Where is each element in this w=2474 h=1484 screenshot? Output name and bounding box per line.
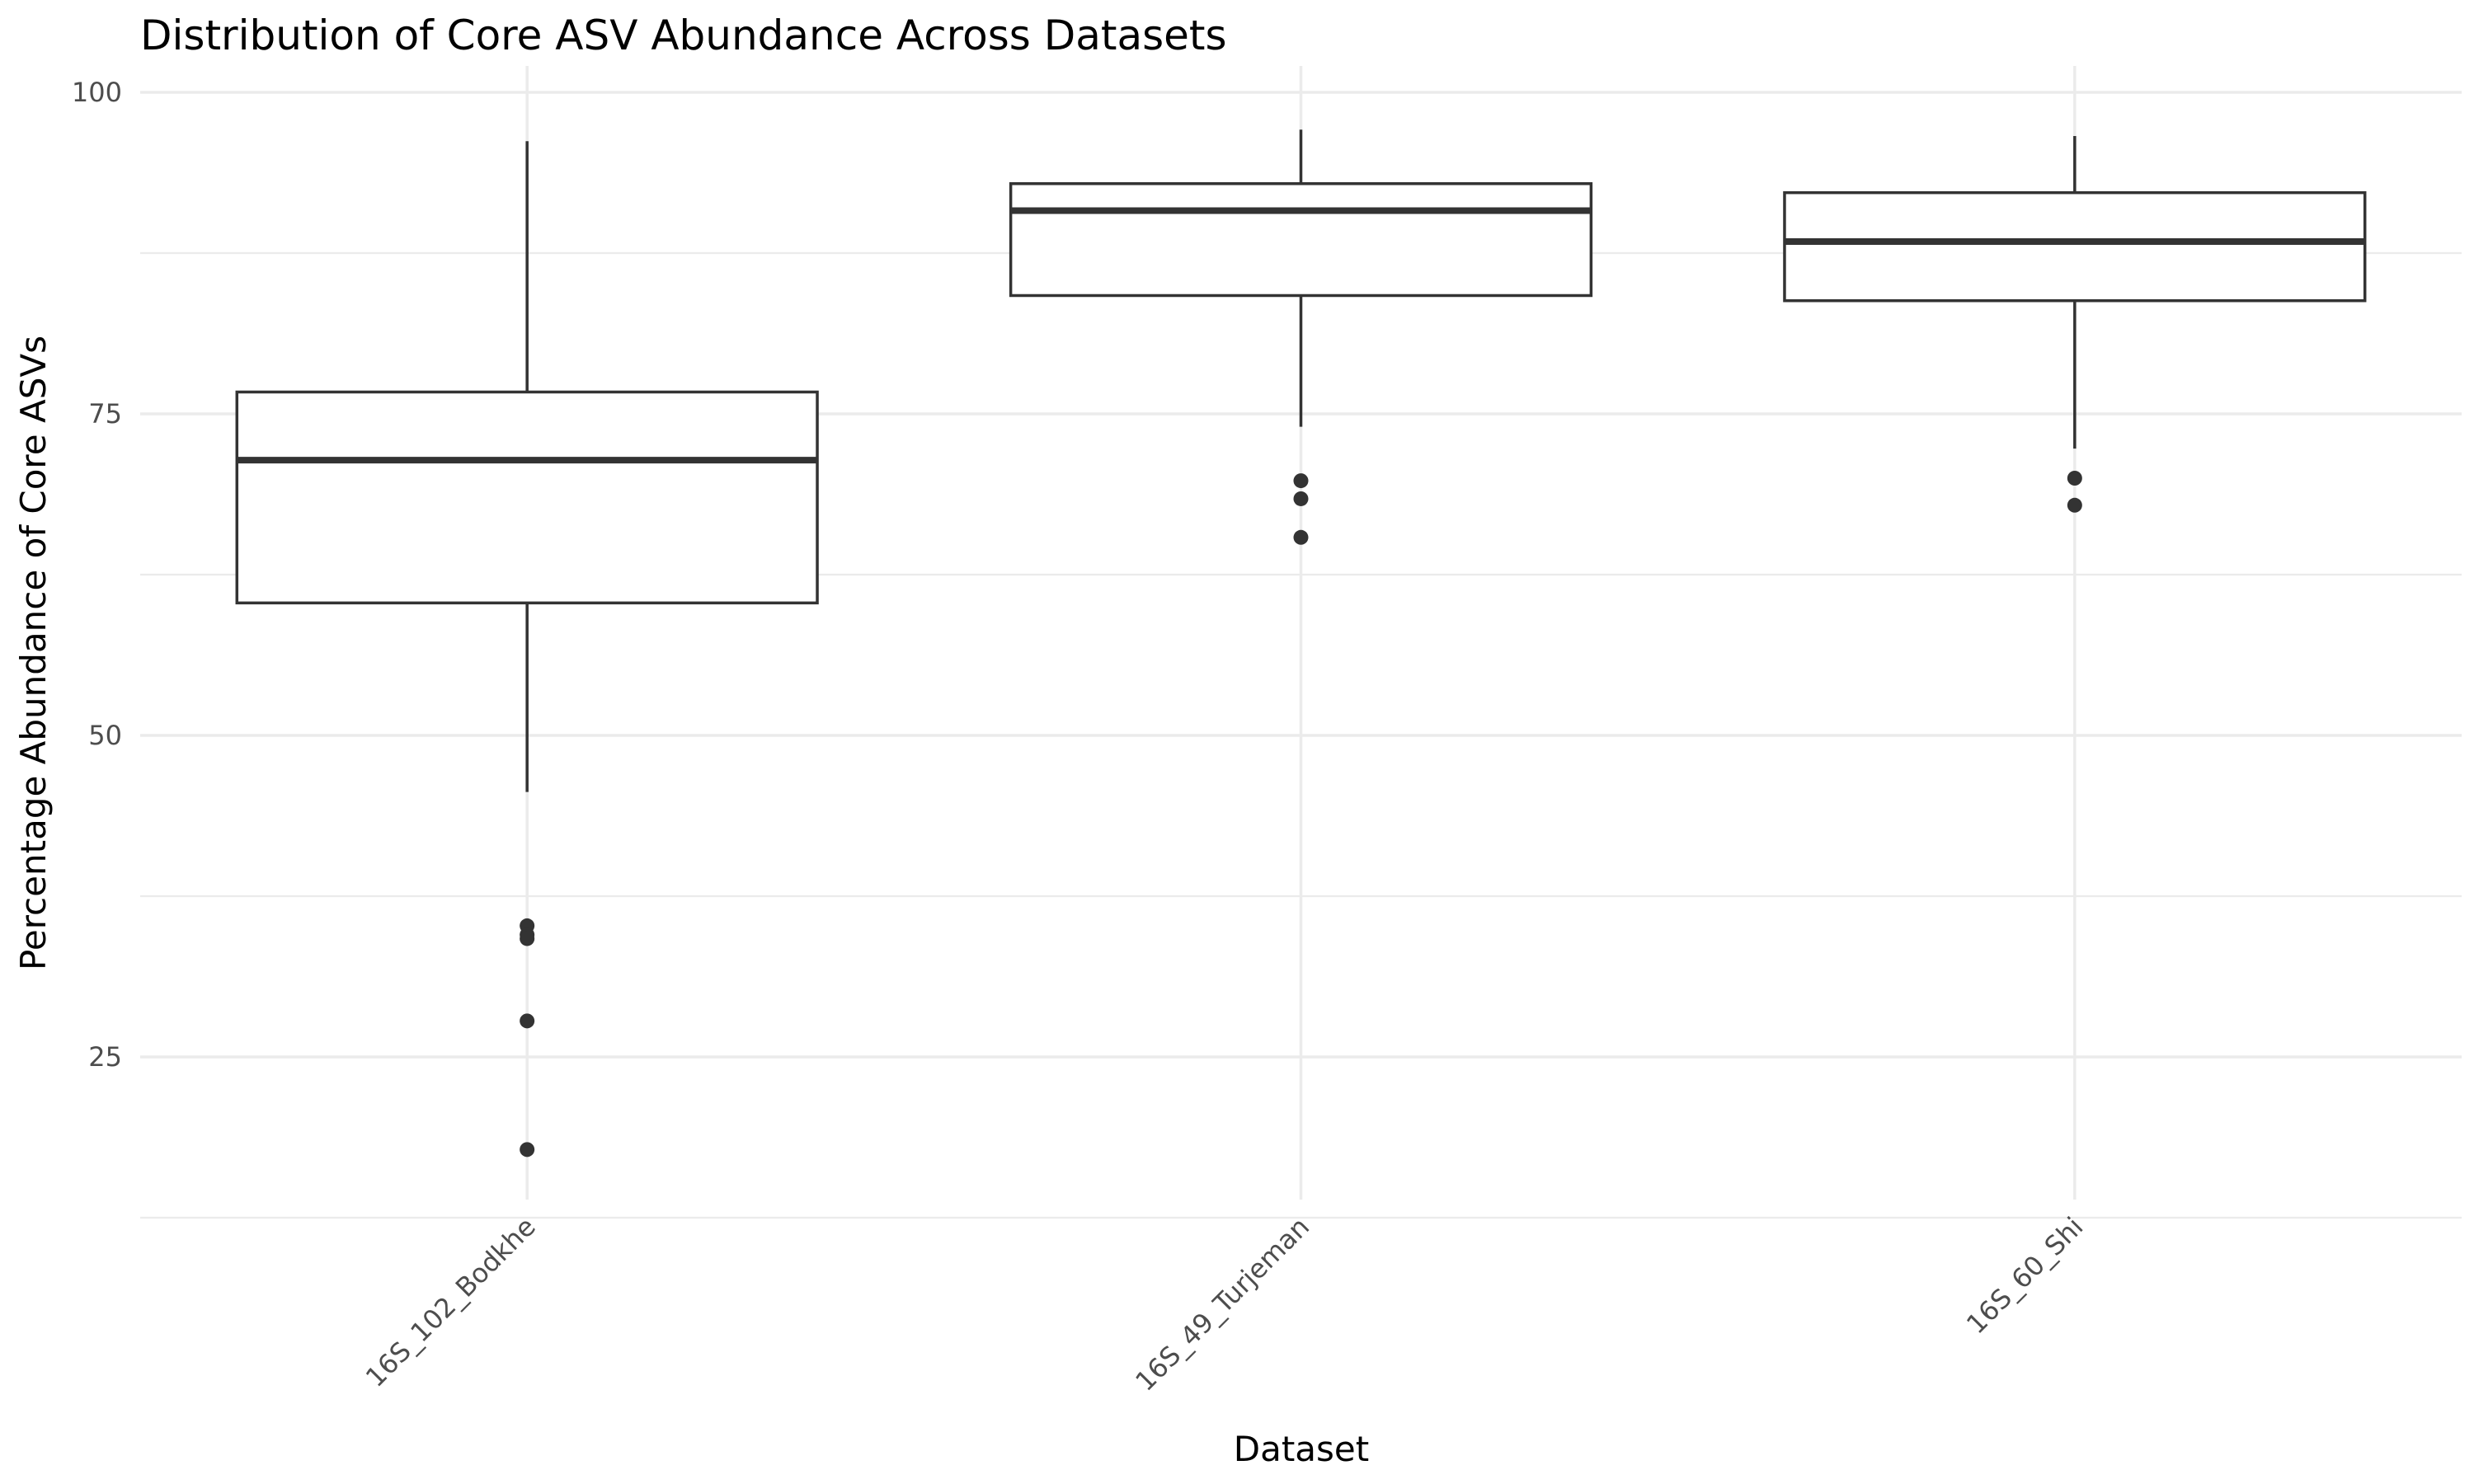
box-group-16s-49-turjeman <box>1009 129 1593 545</box>
outlier-point <box>2067 497 2082 513</box>
outlier-point <box>2067 471 2082 486</box>
chart-title: Distribution of Core ASV Abundance Acros… <box>140 12 1227 59</box>
y-tick-label: 50 <box>88 720 122 751</box>
box-group-16s-102-bodkhe <box>235 141 819 1158</box>
x-tick-label: 16S_60_Shi <box>1960 1211 2089 1340</box>
outlier-point <box>1293 491 1309 506</box>
x-tick-label: 16S_49_Turjeman <box>1129 1211 1315 1397</box>
outlier-point <box>1293 529 1309 545</box>
y-tick-label: 25 <box>88 1041 122 1073</box>
y-tick-label: 100 <box>72 77 122 108</box>
iqr-box <box>235 390 819 605</box>
y-tick-label: 75 <box>88 398 122 430</box>
x-axis-title: Dataset <box>1234 1429 1369 1469</box>
y-axis-title: Percentage Abundance of Core ASVs <box>13 336 54 970</box>
outlier-point <box>520 931 535 946</box>
outlier-point <box>520 1013 535 1029</box>
outlier-point <box>1293 473 1309 489</box>
x-tick-label: 16S_102_Bodkhe <box>360 1211 542 1393</box>
boxes <box>235 129 2367 1158</box>
outlier-point <box>520 1142 535 1158</box>
box-group-16s-60-shi <box>1783 136 2367 513</box>
iqr-box <box>1783 190 2367 303</box>
iqr-box <box>1009 182 1593 298</box>
